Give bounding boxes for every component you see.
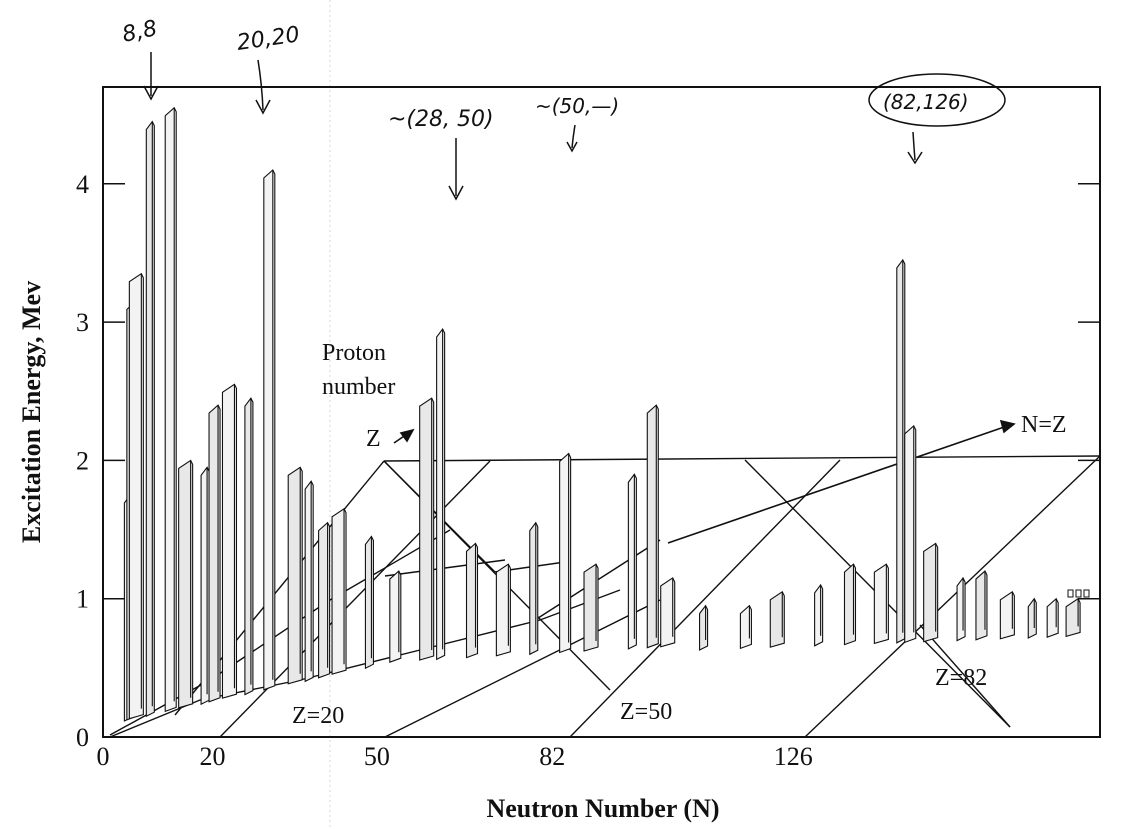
n-eq-z-label: N=Z [1021,412,1067,438]
peak-mark [923,542,939,643]
peak-mark [904,424,917,644]
peak-mark [331,508,347,675]
z82-label: Z=82 [935,665,987,691]
peak-mark [465,542,479,659]
y-tick-label: 0 [76,723,89,752]
annotation-28-50: ~(28, 50) [388,107,494,201]
x-tick-label: 20 [200,742,226,771]
z50-label: Z=50 [620,699,672,725]
peak-mark [956,576,966,642]
y-tick-label: 1 [76,585,89,614]
x-tick-label: 0 [97,742,110,771]
peak-mark [318,521,331,679]
svg-text:(82,126): (82,126) [883,90,969,114]
proton-number-label: Proton [322,340,386,366]
plot-frame [102,86,1101,738]
peak-mark [495,563,511,657]
peak-mark [1027,597,1037,639]
y-tick-label: 2 [76,446,89,475]
y-tick-label: 3 [76,308,89,337]
peak-mark [975,570,988,641]
peak-mark [646,404,659,649]
peak-mark [1046,597,1059,638]
peak-mark [999,590,1015,640]
peak-mark [1065,597,1081,638]
end-marker [1083,589,1090,598]
peak-mark [559,452,572,654]
peak-mark [164,106,177,713]
peak-mark [178,459,194,709]
x-tick-label: 82 [539,742,565,771]
peak-mark [304,480,314,683]
peak-mark [627,473,637,650]
peak-mark [660,577,676,648]
z-axis-label: Z [366,426,381,452]
x-tick-label: 50 [364,742,390,771]
x-tick-label: 126 [774,742,813,771]
peak-mark [208,404,221,703]
peak-mark [128,272,144,720]
peak-mark [244,397,254,696]
svg-text:8,8: 8,8 [120,16,159,48]
perspective-grid [109,455,1101,738]
peak-mark [221,383,238,699]
annotation-82-126: (82,126) [868,73,1006,165]
svg-text:~(50,—): ~(50,—) [535,94,619,118]
annotation-20-20: 20,20 [235,22,301,115]
peak-mark [739,604,752,650]
peak-mark [419,397,435,661]
y-axis: 0 1 2 3 4 [76,170,1100,752]
y-tick-label: 4 [76,170,89,199]
x-axis-label: Neutron Number (N) [486,794,719,823]
peak-mark [699,604,709,651]
z20-label: Z=20 [292,703,344,729]
peak-mark [389,570,402,663]
peak-mark [145,120,155,718]
peak-mark [436,327,446,661]
x-axis: 0 20 50 82 126 [97,742,813,771]
peak-mark [200,466,210,706]
peak-mark [843,563,857,646]
peak-mark [263,169,276,691]
peak-mark [583,563,599,652]
n-eq-z-arrow [667,419,1016,544]
svg-text:20,20: 20,20 [235,22,301,56]
peak-mark [364,535,374,670]
peak-mark [529,521,539,656]
peak-mark [873,563,889,645]
peak-mark [287,466,303,685]
peak-mark [814,583,824,647]
peak-series [123,106,1081,722]
svg-text:~(28, 50): ~(28, 50) [388,107,494,132]
peak-mark [769,590,785,648]
end-marker [1075,589,1082,598]
z-axis-arrow [393,428,415,444]
peak-mark [896,258,906,644]
proton-number-label: number [322,374,395,400]
y-axis-label: Excitation Energy, Mev [17,281,46,543]
end-marker [1067,589,1074,598]
annotation-50: ~(50,—) [535,94,619,153]
